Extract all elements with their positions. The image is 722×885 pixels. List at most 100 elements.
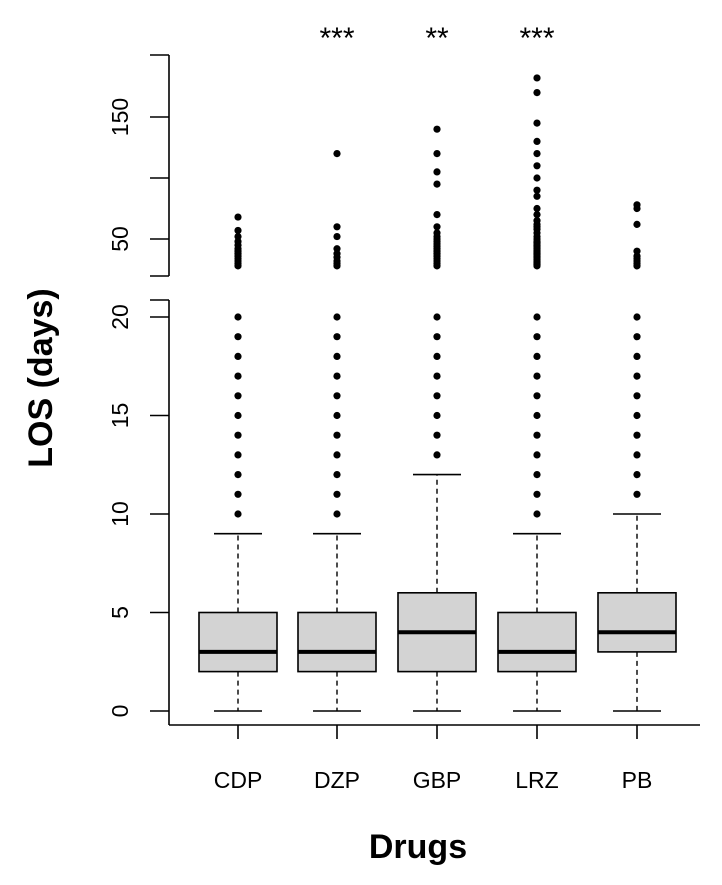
outlier-point [433,150,441,158]
outlier-point [533,313,541,321]
outlier-point [433,451,441,459]
outlier-point [633,451,641,459]
y-tick-label: 20 [107,304,133,330]
outlier-point [333,313,341,321]
outlier-point [533,211,541,219]
y-tick-label: 15 [107,403,133,429]
outlier-point [533,411,541,420]
y-tick-label: 150 [107,98,133,136]
outlier-point [234,226,242,235]
outlier-point [333,150,341,158]
outlier-point [234,372,242,380]
outlier-point [433,411,441,420]
outlier-point [234,451,242,459]
outlier-point [533,352,541,360]
significance-label: *** [319,22,354,55]
outlier-point [234,490,242,498]
outlier-point [433,168,441,176]
outlier-point [633,352,641,360]
significance-label: *** [519,22,554,55]
outlier-point [533,204,541,213]
outlier-point [633,490,641,498]
outlier-point [633,411,641,420]
outlier-point [533,174,541,182]
outlier-point [333,411,341,420]
outlier-point [433,392,441,400]
outlier-point [433,125,441,133]
y-tick-label: 10 [107,501,133,527]
outlier-point [433,229,441,237]
box-DZP [297,532,377,712]
outlier-point [234,333,242,341]
x-tick-label: PB [622,767,653,793]
x-axis-label: Drugs [369,828,467,866]
y-tick-label: 50 [107,226,133,252]
outlier-point [234,510,242,518]
outlier-point [234,471,242,479]
outlier-point [333,471,341,479]
outlier-point [333,490,341,498]
box-CDP [198,532,278,712]
boxes [198,473,677,712]
outlier-point [234,411,242,420]
outlier-point [533,217,541,225]
y-tick-label: 5 [107,606,133,619]
outlier-point [533,186,541,194]
outlier-point [333,392,341,400]
y-axis-label: LOS (days) [22,288,60,467]
outlier-point [234,313,242,321]
outlier-point [633,392,641,400]
outlier-point [533,510,541,518]
x-tick-label: DZP [314,767,360,793]
outlier-point [633,372,641,380]
outlier-point [333,223,341,231]
outlier-point [433,333,441,341]
box-GBP [397,473,477,712]
outlier-point [533,150,541,158]
outlier-point [433,431,441,439]
outlier-point [433,223,441,231]
outlier-point [633,471,641,479]
outlier-point [533,137,541,145]
outlier-point [533,162,541,170]
x-tick-label: GBP [413,767,462,793]
outlier-point [433,352,441,360]
outlier-point [633,247,641,255]
outlier-point [533,89,541,97]
outlier-point [533,490,541,498]
box-PB [597,513,677,712]
outlier-point [633,201,641,209]
outlier-point [533,471,541,479]
outlier-point [433,313,441,321]
x-tick-label: CDP [214,767,263,793]
outlier-point [633,313,641,321]
outlier-point [433,211,441,219]
outlier-point [234,392,242,400]
outlier-point [333,451,341,459]
outlier-point [433,180,441,188]
outlier-point [533,392,541,400]
outlier-point [234,213,242,221]
outliers [234,74,641,518]
outlier-point [333,510,341,518]
outlier-point [533,431,541,439]
iqr-box [297,611,377,673]
outlier-point [234,352,242,360]
iqr-box [198,611,278,673]
y-tick-label: 0 [107,705,133,718]
outlier-point [234,232,242,241]
outlier-point [533,74,541,82]
outlier-point [333,431,341,439]
outlier-point [433,372,441,380]
iqr-box [597,591,677,653]
outlier-point [633,431,641,439]
significance-label: ** [425,22,449,55]
outlier-point [633,333,641,341]
outlier-point [333,232,341,241]
outlier-point [533,192,541,200]
outlier-point [333,333,341,341]
outlier-point [333,352,341,360]
iqr-box [497,611,577,673]
outlier-point [533,333,541,341]
